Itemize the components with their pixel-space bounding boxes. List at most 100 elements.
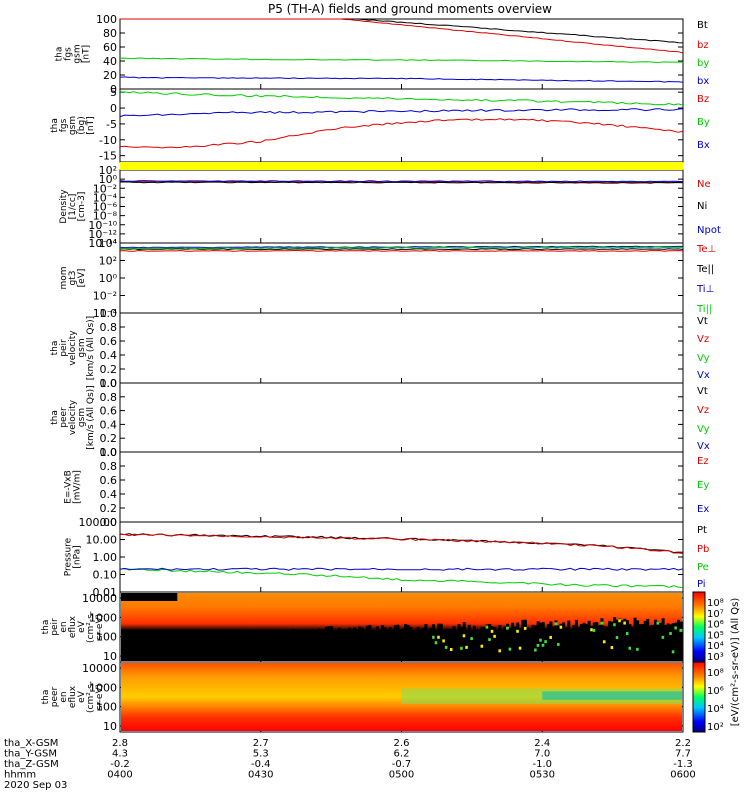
y-label-line: tha — [41, 620, 51, 635]
heatmap-cell — [151, 639, 155, 661]
legend-Vx: Vx — [697, 441, 710, 452]
legend-Ne: Ne — [697, 179, 711, 190]
heatmap-cell — [529, 628, 532, 661]
heatmap-cell — [595, 622, 599, 661]
heatmap-cell — [442, 639, 446, 643]
heatmap-cell — [521, 619, 525, 661]
y-tick-label: 0.8 — [100, 391, 118, 404]
heatmap-cell — [661, 635, 665, 639]
x-row-label: tha_X-GSM — [4, 738, 58, 749]
heatmap-cell — [233, 629, 237, 661]
heatmap-cell — [172, 634, 175, 661]
heatmap-cell — [618, 619, 622, 623]
y-label-line: en — [59, 621, 69, 632]
heatmap-cell — [432, 624, 436, 661]
heatmap-cell — [302, 631, 306, 661]
heatmap-cell — [368, 625, 372, 661]
y-tick-label: 100 — [96, 701, 117, 714]
y-tick-label: -5 — [106, 118, 117, 131]
heatmap-cell — [478, 630, 481, 661]
status-bar — [120, 162, 683, 170]
heatmap-cell — [447, 629, 451, 661]
y-label-line: [eV] — [77, 269, 87, 288]
y-tick-label: 100 — [96, 13, 117, 26]
heatmap-cell — [625, 632, 629, 636]
colorbar-tick: 10⁷ — [707, 609, 724, 620]
heatmap-cell — [569, 628, 573, 661]
y-label-line: peir — [59, 339, 69, 357]
heatmap-cell — [669, 624, 673, 661]
heatmap-cell — [480, 626, 484, 661]
y-label-line: peer — [59, 407, 69, 428]
x-row-value: 4.3 — [112, 749, 128, 760]
legend-Ey: Ey — [697, 480, 709, 491]
y-label-line: gsm — [77, 408, 87, 427]
heatmap-cell — [551, 626, 555, 661]
y-label-line: fgs — [64, 47, 74, 61]
colorbar-tick: 10⁶ — [707, 620, 724, 631]
heatmap-cell — [656, 621, 660, 661]
heatmap-cell — [345, 629, 349, 661]
heatmap-cell — [427, 631, 430, 661]
heatmap-cell — [592, 622, 596, 661]
panel-peir_en_eflux: tha peir en eflux eV (cm²-s-sr-eV) 10000 1000 10… — [41, 591, 724, 663]
heatmap-cell — [215, 632, 219, 661]
y-tick-label: 1.0 — [100, 307, 118, 320]
series-Pe — [119, 568, 684, 589]
heatmap-cell — [587, 620, 591, 661]
y-label-line: en — [59, 691, 69, 702]
heatmap-cell — [618, 618, 622, 661]
y-label-line: sr-eV) — [95, 684, 105, 710]
y-tick-label: 0.8 — [100, 321, 118, 334]
heatmap-cell — [240, 633, 244, 661]
heatmap-cell — [161, 632, 165, 661]
y-label-line: tha — [50, 341, 60, 356]
series-by — [119, 57, 684, 63]
heatmap-cell — [493, 627, 497, 661]
heatmap-cell — [220, 638, 224, 661]
heatmap-cell — [156, 632, 160, 661]
heatmap-cell — [600, 621, 604, 625]
heatmap-cell — [549, 635, 553, 639]
heatmap-cell — [564, 627, 568, 661]
heatmap-cell — [388, 627, 392, 661]
legend-Ni: Ni — [697, 201, 707, 212]
legend-Vy: Vy — [697, 424, 710, 435]
legend-Ti⊥: Ti⊥ — [696, 284, 714, 295]
series-Bz — [119, 118, 684, 149]
y-label-line: tha — [55, 47, 65, 62]
heatmap-cell — [602, 625, 606, 661]
heatmap-cell — [580, 624, 583, 661]
y-label-line: Pressure — [64, 537, 74, 576]
y-tick-label: 10000 — [82, 592, 117, 605]
y-tick-label: -15 — [99, 150, 117, 163]
heatmap-cell — [253, 634, 257, 661]
y-label-line: (cm²-s- — [86, 611, 96, 643]
y-label-line: [cm-3] — [77, 192, 87, 222]
heatmap-cell — [613, 623, 617, 627]
y-tick-label: 5 — [110, 86, 117, 99]
heatmap-cell — [623, 621, 627, 625]
y-label-line: mom — [59, 266, 69, 289]
heatmap-cell — [131, 632, 135, 661]
legend-Ex: Ex — [697, 504, 709, 515]
y-label-line: eV — [77, 620, 87, 633]
heatmap-cell — [574, 619, 578, 661]
legend-Te||: Te|| — [696, 264, 714, 275]
y-tick-label: 100.00 — [79, 516, 118, 529]
heatmap-cell — [189, 640, 193, 661]
y-label-line: eflux — [68, 685, 78, 708]
y-axis-label: Density [1/cc] [cm-3] — [59, 189, 87, 224]
panel-density: Density [1/cc] [cm-3]10²10⁰10⁻²10⁻⁴10⁻⁶10⁻… — [59, 164, 721, 250]
colorbar-label: [eV/(cm²-s-sr-eV)] (All Qs) — [730, 598, 741, 727]
heatmap-cell — [671, 623, 675, 661]
y-label-line: (bg) — [77, 116, 87, 134]
heatmap-cell — [676, 619, 680, 661]
heatmap-cell — [309, 632, 313, 661]
panel-peer_en_eflux: tha peer en eflux eV (cm²-s-sr-eV) 10000 1000 10… — [41, 661, 724, 733]
heatmap-cell — [462, 622, 466, 661]
heatmap-cell — [460, 626, 464, 661]
x-row-value: -0.7 — [392, 759, 412, 770]
heatmap-cell — [470, 631, 474, 661]
panel-frame — [119, 521, 684, 593]
